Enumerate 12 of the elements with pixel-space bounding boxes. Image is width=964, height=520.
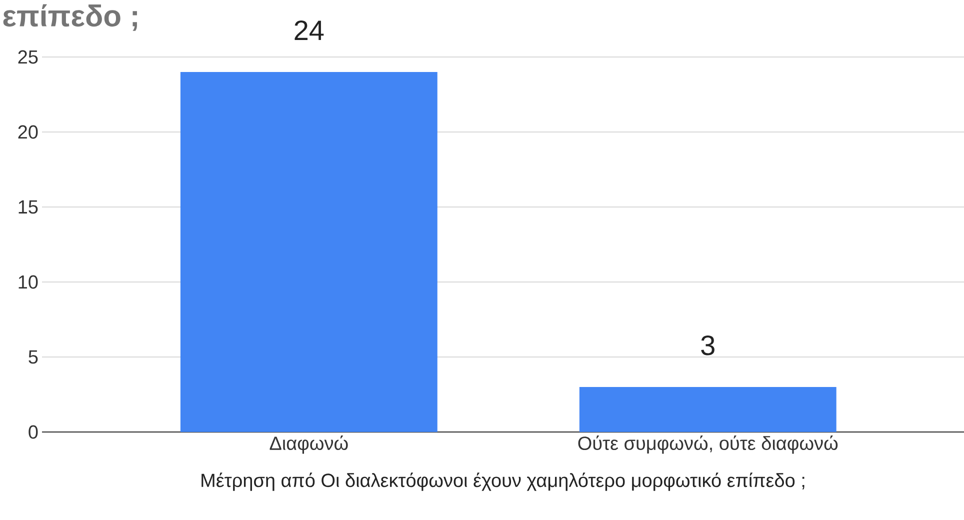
y-tick-label: 15	[18, 200, 38, 214]
data-label: 3	[701, 335, 714, 356]
x-tick-label: Ούτε συμφωνώ, ούτε διαφωνώ	[578, 436, 838, 454]
y-tick-label: 25	[18, 50, 38, 64]
x-axis-title: Μέτρηση από Οι διαλεκτόφωνοι έχουν χαμηλότερο μορφωτικό επίπεδο ;	[202, 472, 804, 491]
x-tick-label: Διαφωνώ	[270, 436, 348, 454]
y-tick-label: 0	[28, 425, 38, 439]
y-tick-label: 10	[18, 275, 38, 289]
data-label: 24	[294, 20, 324, 40]
y-tick-label: 20	[18, 125, 38, 139]
y-tick-label: 5	[28, 350, 38, 364]
chart-title: επίπεδο ;	[3, 4, 137, 31]
